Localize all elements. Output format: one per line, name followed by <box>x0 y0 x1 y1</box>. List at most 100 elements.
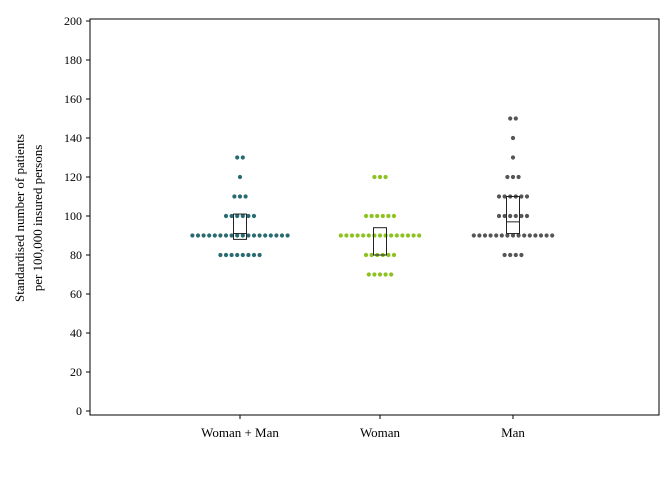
y-tick-label: 120 <box>64 170 82 184</box>
data-point <box>251 213 257 219</box>
data-point <box>544 233 549 238</box>
data-point <box>218 233 223 238</box>
data-point <box>257 233 262 238</box>
box-plots <box>233 196 520 256</box>
y-tick-label: 20 <box>70 365 82 379</box>
data-point <box>240 155 245 160</box>
data-point <box>251 233 257 238</box>
data-point <box>268 233 273 238</box>
data-point <box>285 233 290 238</box>
data-point <box>344 233 349 238</box>
data-point <box>510 233 516 238</box>
data-point <box>496 213 502 219</box>
data-point <box>383 174 388 180</box>
data-point <box>508 252 513 258</box>
data-point <box>240 233 245 238</box>
data-point <box>513 213 518 219</box>
data-point <box>391 213 397 219</box>
data-point <box>377 174 383 180</box>
data-point <box>240 213 245 219</box>
data-point <box>380 213 385 219</box>
data-point <box>366 272 371 277</box>
data-point <box>502 252 507 258</box>
data-point <box>513 252 518 258</box>
data-point <box>363 252 369 258</box>
data-point <box>372 233 377 238</box>
data-point <box>223 252 229 258</box>
data-point <box>386 213 391 219</box>
data-point <box>533 233 538 238</box>
data-point <box>366 233 371 238</box>
data-point <box>372 272 377 277</box>
data-point <box>519 252 524 258</box>
y-tick-label: 100 <box>64 209 82 223</box>
data-point <box>235 252 240 258</box>
data-point <box>477 233 482 238</box>
data-point <box>471 233 476 238</box>
data-point <box>372 174 377 180</box>
data-points <box>190 116 555 277</box>
data-point <box>502 194 507 199</box>
data-point <box>218 252 223 258</box>
data-point <box>496 194 502 199</box>
data-point <box>510 155 516 160</box>
data-point <box>229 213 234 219</box>
data-point <box>391 252 397 258</box>
box-iqr <box>506 196 520 235</box>
data-point <box>207 233 212 238</box>
data-point <box>229 252 234 258</box>
data-point <box>229 233 234 238</box>
data-point <box>190 233 195 238</box>
data-point <box>223 213 229 219</box>
data-point <box>246 213 251 219</box>
data-point <box>237 174 243 180</box>
data-point <box>405 233 411 238</box>
data-point <box>538 233 544 238</box>
data-point <box>246 252 251 258</box>
y-tick-label: 60 <box>70 287 82 301</box>
y-tick-label: 40 <box>70 326 82 340</box>
data-point <box>338 233 343 238</box>
x-tick-label: Woman <box>360 425 401 440</box>
data-point <box>510 135 516 141</box>
data-point <box>400 233 405 238</box>
y-tick-label: 180 <box>64 53 82 67</box>
y-axis-title: Standardised number of patients per 100,0… <box>12 134 45 302</box>
data-point <box>240 252 245 258</box>
data-point <box>505 174 510 180</box>
y-tick-label: 140 <box>64 131 82 145</box>
data-point <box>508 116 513 121</box>
y-axis: 0 20 40 60 80 100 120 140 160 180 200 <box>64 14 90 418</box>
y-tick-label: 0 <box>76 404 82 418</box>
y-axis-title-line: Standardised number of patients <box>12 134 27 302</box>
data-point <box>263 233 268 238</box>
data-point <box>195 233 201 238</box>
data-point <box>386 252 391 258</box>
box-iqr <box>233 213 247 240</box>
data-point <box>369 213 374 219</box>
data-point <box>411 233 416 238</box>
data-point <box>527 233 532 238</box>
data-point <box>377 272 383 277</box>
data-point <box>251 252 257 258</box>
data-point <box>508 213 513 219</box>
data-point <box>519 194 524 199</box>
data-point <box>383 233 388 238</box>
data-point <box>363 213 369 219</box>
x-axis: Woman + Man Woman Man <box>201 415 525 440</box>
data-point <box>355 233 360 238</box>
data-point <box>516 174 521 180</box>
data-point <box>417 233 422 238</box>
x-tick-label: Man <box>501 425 525 440</box>
data-point <box>488 233 493 238</box>
data-point <box>524 213 530 219</box>
data-point <box>257 252 262 258</box>
data-point <box>232 194 237 199</box>
data-point <box>237 194 243 199</box>
data-point <box>513 116 518 121</box>
data-point <box>377 233 383 238</box>
data-point <box>243 194 248 199</box>
data-point <box>375 213 380 219</box>
data-point <box>246 233 251 238</box>
